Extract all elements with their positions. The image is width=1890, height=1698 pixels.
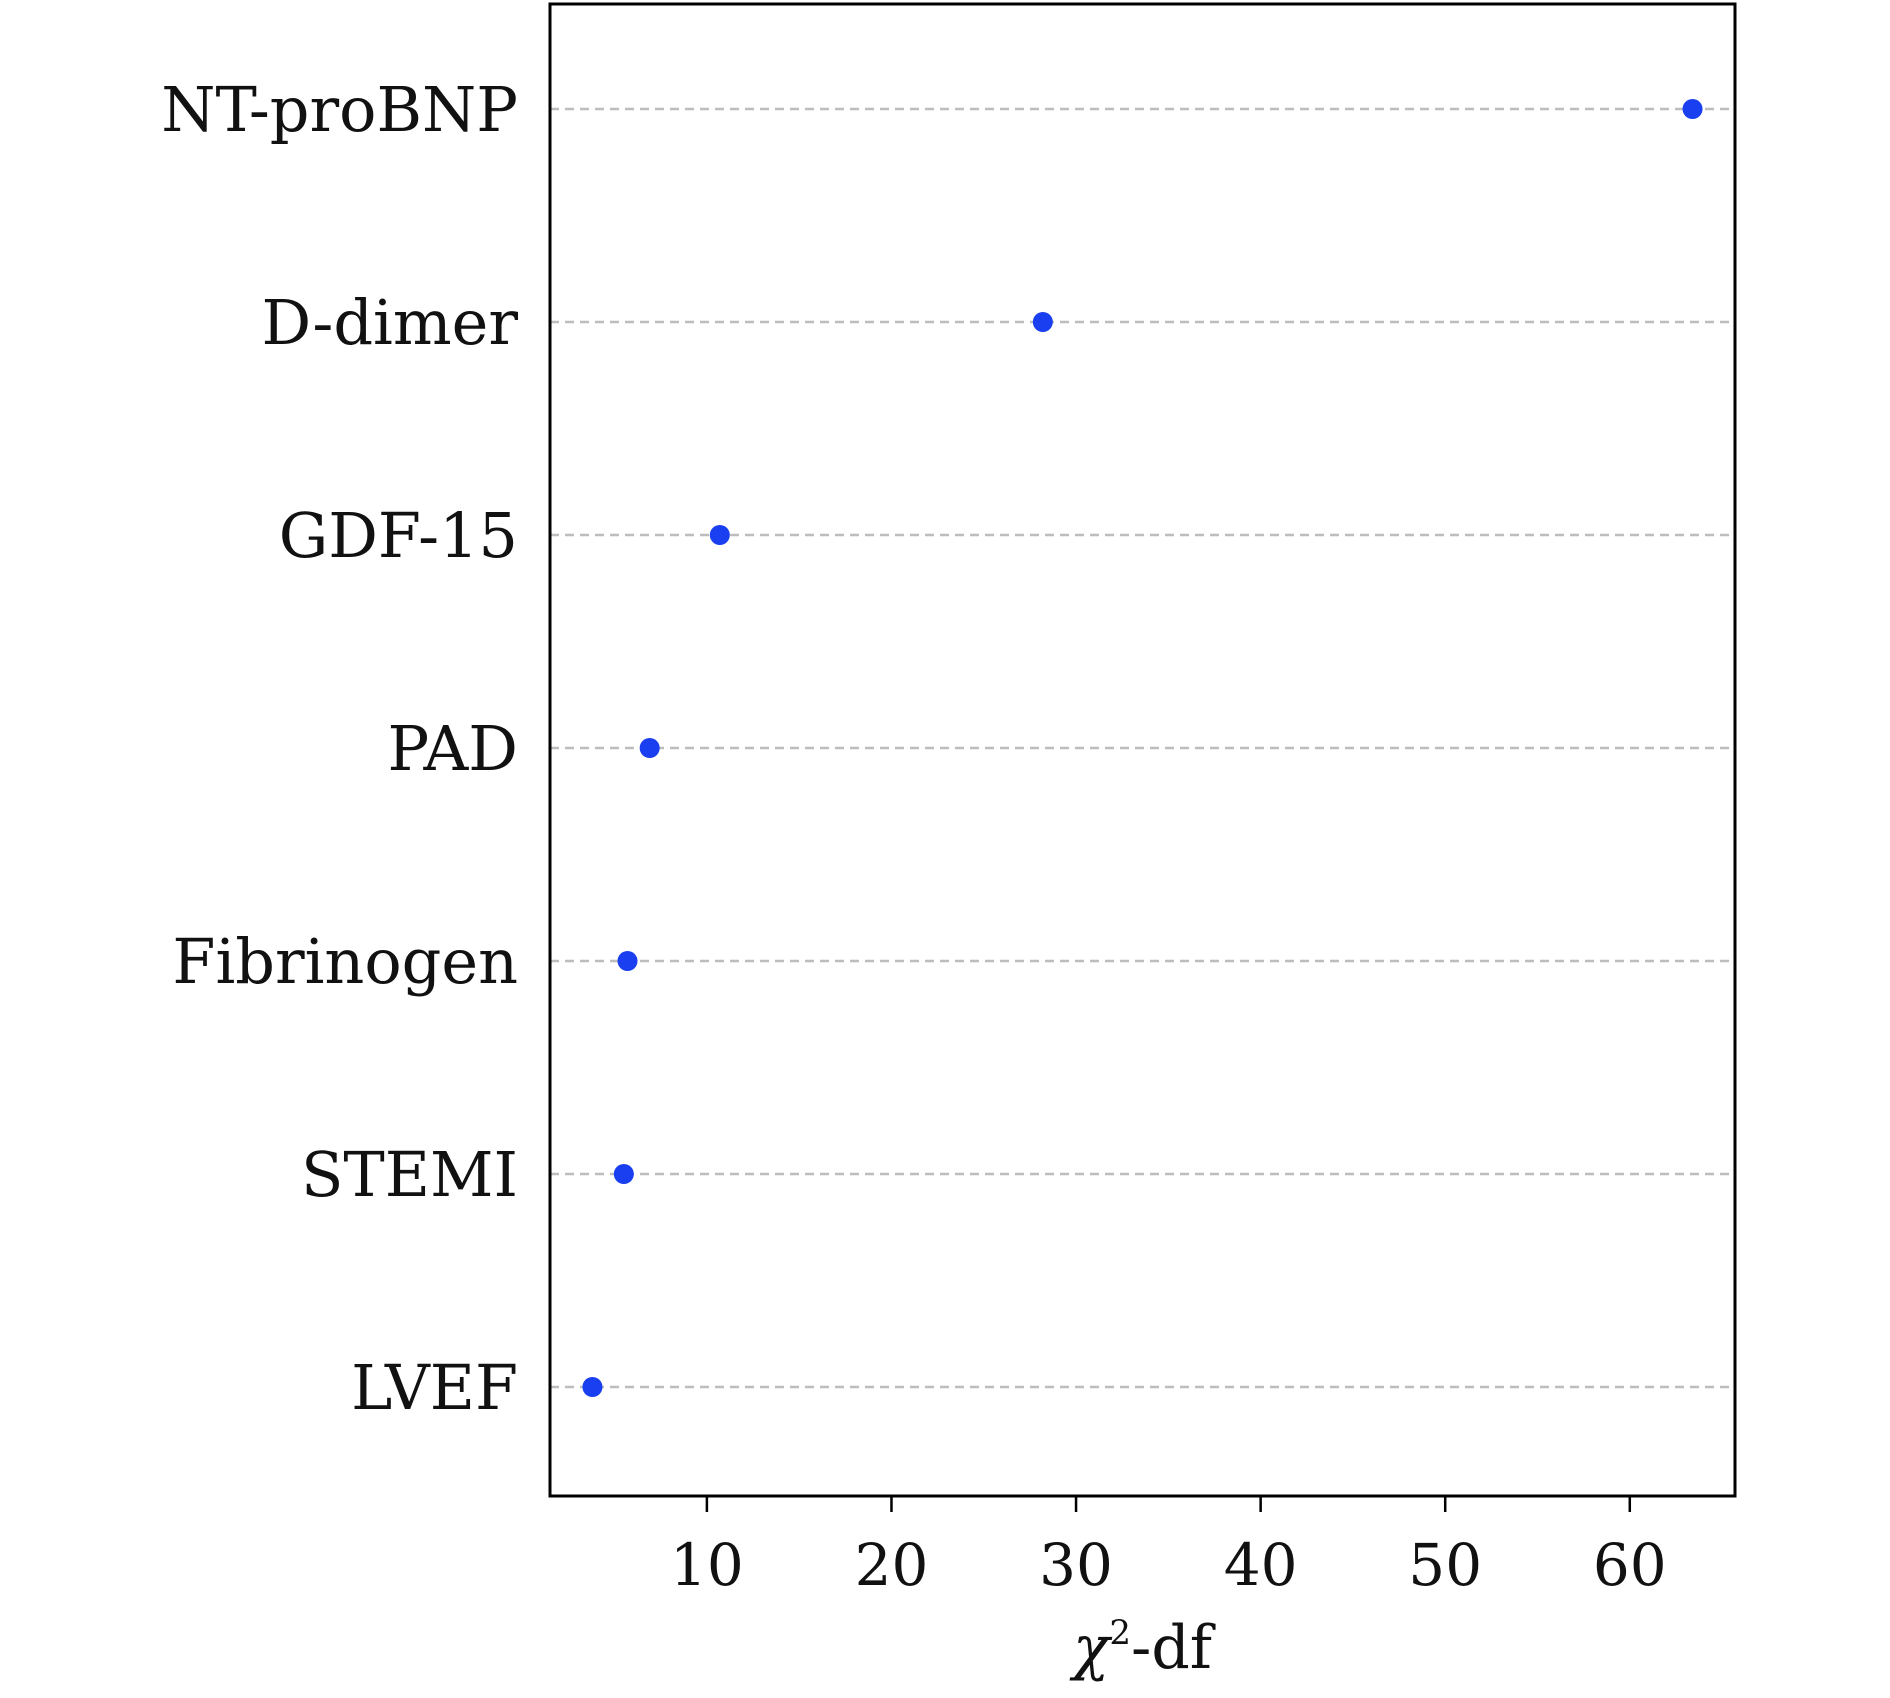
category-label: STEMI [301,1138,518,1211]
data-point [1682,99,1703,119]
x-axis-title-symbol: χ [1069,1613,1113,1683]
data-point [639,738,660,758]
data-point [617,951,638,971]
category-label: NT-proBNP [161,73,518,146]
x-axis: 10 20 30 40 50 60 [670,1496,1667,1599]
category-label: D-dimer [262,286,519,359]
gridlines [550,107,1735,1389]
data-point [709,525,730,545]
category-labels: NT-proBNP D-dimer GDF-15 PAD Fibrinogen STEMI… [161,73,518,1424]
x-axis-title: χ2-df [1069,1613,1216,1683]
category-label: Fibrinogen [172,925,518,998]
x-axis-title-suffix: -df [1131,1613,1216,1683]
x-tick-label: 10 [670,1531,744,1599]
data-point [582,1377,603,1397]
plot-frame [548,2,1737,1498]
category-label: GDF-15 [279,499,518,572]
x-axis-title-superscript: 2 [1109,1613,1131,1653]
x-tick-label: 50 [1408,1531,1482,1599]
data-point [613,1164,634,1184]
x-tick-label: 20 [855,1531,929,1599]
data-points [582,99,1703,1397]
x-tick-label: 30 [1039,1531,1113,1599]
data-point [1032,312,1053,332]
category-label: PAD [387,712,518,785]
x-tick-label: 60 [1593,1531,1667,1599]
x-tick-label: 40 [1224,1531,1298,1599]
category-label: LVEF [351,1351,518,1424]
